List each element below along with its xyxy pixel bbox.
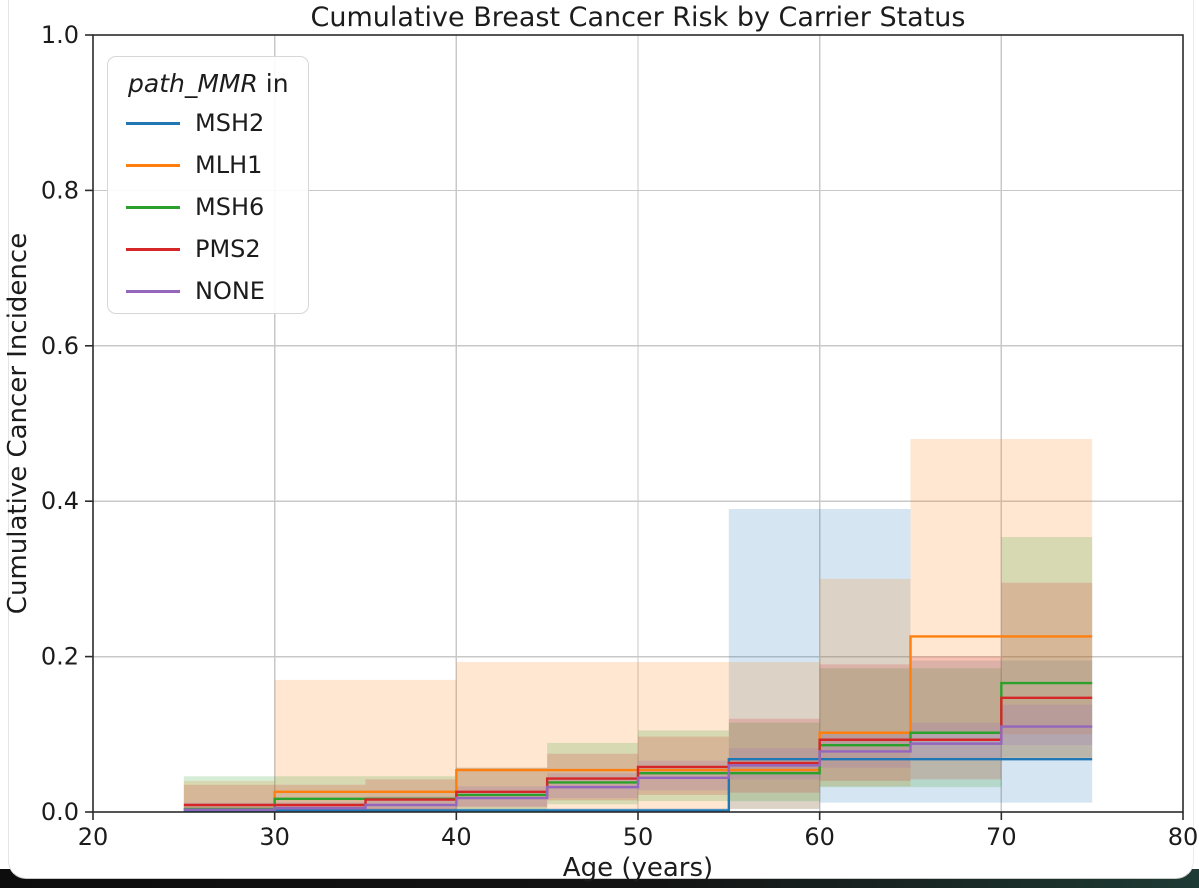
confidence-band-PMS2 [183, 582, 1093, 812]
x-tick-label: 70 [986, 823, 1017, 851]
y-axis-label: Cumulative Cancer Incidence [3, 233, 33, 614]
y-tick-label: 0.0 [41, 798, 79, 826]
x-tick-label: 20 [78, 823, 109, 851]
legend-label: PMS2 [195, 235, 261, 263]
y-tick-label: 0.6 [41, 332, 79, 360]
legend-label: MSH6 [195, 193, 265, 221]
legend-rows: MSH2 MLH1 MSH6 PMS2 NONE [126, 102, 308, 312]
legend-label: NONE [195, 277, 265, 305]
legend-item-PMS2: PMS2 [126, 228, 308, 270]
x-tick-label: 50 [623, 823, 654, 851]
legend-item-MLH1: MLH1 [126, 144, 308, 186]
legend-line-swatch-MSH6 [126, 205, 180, 209]
legend-line-swatch-MSH2 [126, 121, 180, 125]
y-tick-label: 0.4 [41, 487, 79, 515]
legend-item-MSH6: MSH6 [126, 186, 308, 228]
series-line-PMS2 [183, 696, 1093, 807]
x-tick-label: 40 [441, 823, 472, 851]
confidence-band-MLH1 [183, 439, 1093, 812]
confidence-band-MSH2 [183, 508, 1093, 812]
legend-item-MSH2: MSH2 [126, 102, 308, 144]
x-tick-label: 80 [1168, 823, 1199, 851]
series-line-NONE [183, 725, 1093, 811]
x-axis-label: Age (years) [563, 853, 713, 883]
legend-line-swatch-NONE [126, 289, 180, 293]
chart-title: Cumulative Breast Cancer Risk by Carrier… [311, 2, 966, 33]
legend-label: MLH1 [195, 151, 263, 179]
legend-item-NONE: NONE [126, 270, 308, 312]
legend-title-variable: path_MMR [128, 69, 258, 98]
confidence-band-MSH6 [183, 536, 1093, 812]
legend-line-swatch-PMS2 [126, 247, 180, 251]
chart-legend: path_MMR in MSH2 MLH1 MSH6 PMS2 NONE [107, 56, 309, 314]
legend-title: path_MMR in [126, 67, 308, 102]
x-tick-label: 60 [804, 823, 835, 851]
y-tick-label: 0.8 [41, 176, 79, 204]
y-tick-label: 1.0 [41, 21, 79, 49]
y-tick-label: 0.2 [41, 643, 79, 671]
x-tick-label: 30 [259, 823, 290, 851]
legend-label: MSH2 [195, 109, 265, 137]
legend-line-swatch-MLH1 [126, 163, 180, 167]
series-line-MSH2 [183, 757, 1093, 812]
legend-title-suffix: in [257, 69, 289, 98]
